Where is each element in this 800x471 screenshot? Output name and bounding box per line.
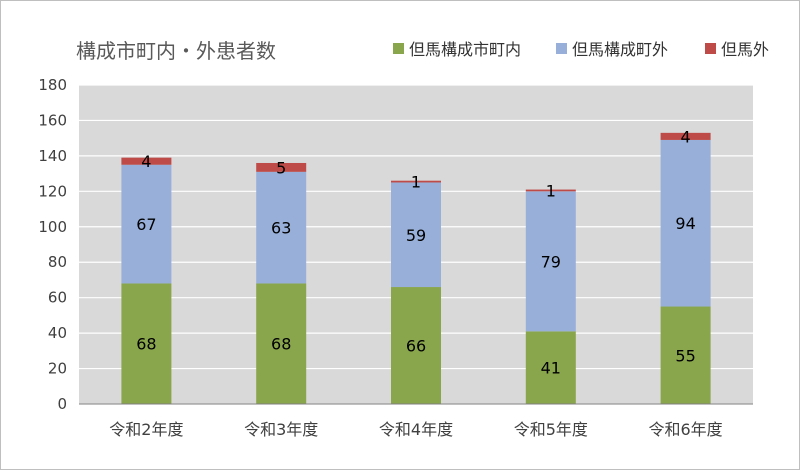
data-label: 1 bbox=[411, 173, 421, 192]
data-label: 5 bbox=[276, 158, 286, 177]
bar-3 bbox=[525, 189, 576, 192]
bar-3 bbox=[391, 180, 441, 183]
data-label: 94 bbox=[675, 214, 695, 233]
bar-1 bbox=[525, 331, 576, 404]
bar-2 bbox=[391, 182, 441, 288]
x-tick-label: 令和5年度 bbox=[514, 420, 588, 439]
y-tick-label: 140 bbox=[38, 147, 67, 165]
data-label: 55 bbox=[675, 346, 695, 365]
legend-label: 但馬構成市町内 bbox=[409, 40, 521, 59]
y-tick-label: 40 bbox=[48, 324, 67, 342]
data-labels: 68 67 4 68 63 5 66 59 1 41 79 1 55 94 4 bbox=[136, 127, 696, 377]
data-label: 79 bbox=[541, 252, 561, 271]
data-label: 1 bbox=[546, 181, 556, 200]
y-tick-label: 80 bbox=[48, 253, 67, 271]
data-label: 67 bbox=[136, 215, 156, 234]
legend-label: 但馬構成町外 bbox=[572, 40, 668, 59]
y-tick-label: 60 bbox=[48, 289, 67, 307]
x-tick-label: 令和2年度 bbox=[109, 420, 183, 439]
bar-3 bbox=[121, 157, 172, 165]
y-tick-label: 180 bbox=[38, 76, 67, 94]
data-label: 68 bbox=[271, 335, 291, 354]
legend-swatch bbox=[556, 43, 567, 54]
legend-label: 但馬外 bbox=[721, 40, 769, 59]
bar-1 bbox=[660, 306, 711, 404]
y-tick-label: 160 bbox=[38, 111, 67, 129]
data-label: 4 bbox=[141, 152, 151, 171]
y-tick-label: 20 bbox=[48, 360, 67, 378]
y-tick-label: 100 bbox=[38, 218, 67, 236]
bar-3 bbox=[256, 162, 307, 172]
legend: 但馬構成市町内 但馬構成町外 但馬外 bbox=[393, 40, 769, 59]
y-axis: 0 20 40 60 80 100 120 140 160 180 bbox=[38, 76, 753, 413]
x-tick-label: 令和6年度 bbox=[649, 420, 723, 439]
bar-2 bbox=[121, 164, 172, 284]
data-label: 68 bbox=[136, 335, 156, 354]
y-tick-label: 120 bbox=[38, 182, 67, 200]
x-tick-label: 令和3年度 bbox=[244, 420, 318, 439]
bars bbox=[121, 132, 711, 404]
legend-swatch bbox=[393, 43, 404, 54]
data-label: 66 bbox=[406, 337, 426, 356]
data-label: 59 bbox=[406, 226, 426, 245]
bar-1 bbox=[256, 283, 307, 404]
bar-2 bbox=[256, 171, 307, 284]
y-tick-label: 0 bbox=[57, 395, 67, 413]
data-label: 4 bbox=[681, 127, 691, 146]
data-label: 41 bbox=[541, 359, 561, 378]
chart-title: 構成市町内・外患者数 bbox=[76, 39, 276, 63]
bar-2 bbox=[525, 191, 576, 332]
bar-1 bbox=[391, 287, 441, 404]
data-label: 63 bbox=[271, 219, 291, 238]
x-axis: 令和2年度 令和3年度 令和4年度 令和5年度 令和6年度 bbox=[109, 420, 722, 439]
legend-swatch bbox=[705, 43, 716, 54]
bar-3 bbox=[660, 132, 711, 140]
x-tick-label: 令和4年度 bbox=[379, 420, 453, 439]
bar-2 bbox=[660, 139, 711, 307]
bar-1 bbox=[121, 283, 172, 404]
